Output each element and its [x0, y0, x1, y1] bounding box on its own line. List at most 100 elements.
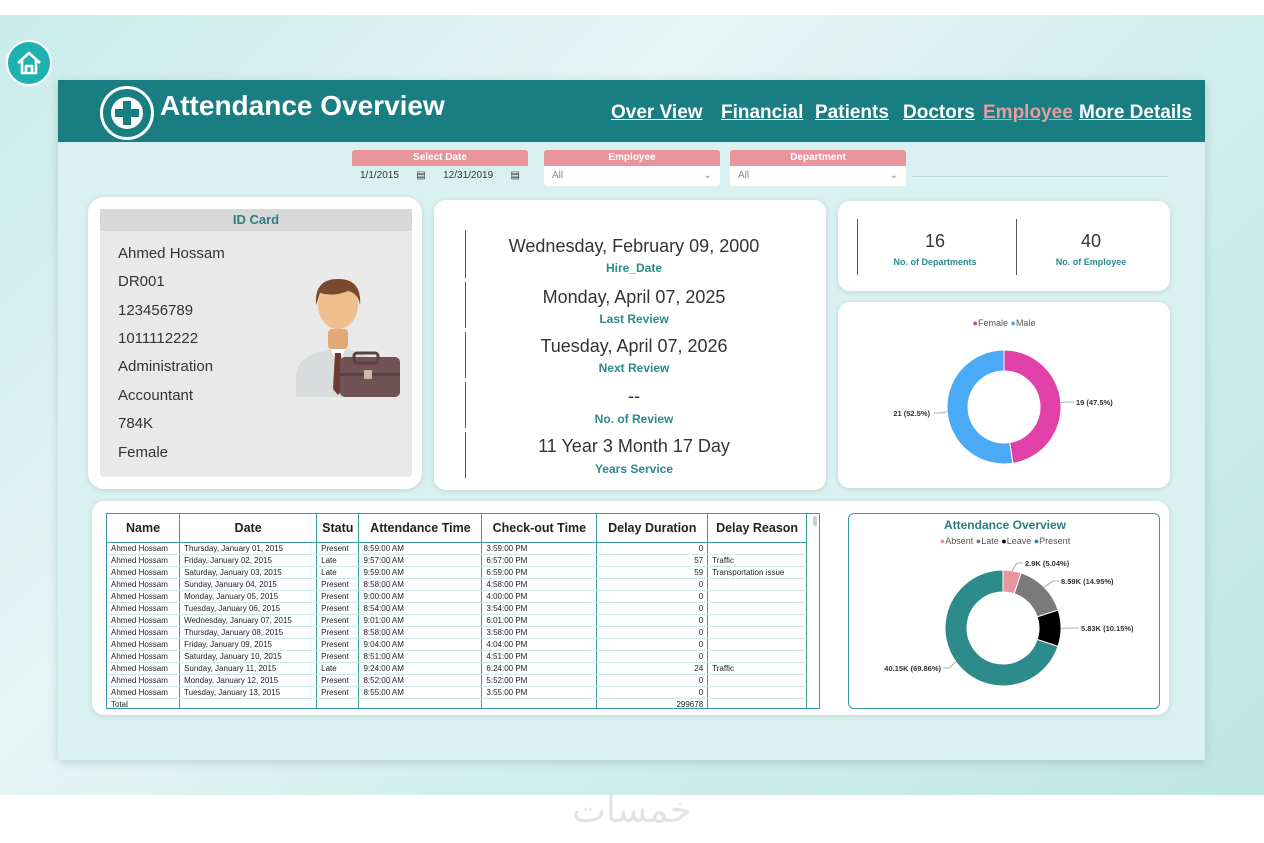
- id-phone: 1011112222: [118, 330, 199, 347]
- table-cell: [707, 590, 807, 603]
- table-row[interactable]: Ahmed Hossam Friday, January 09, 2015 Pres…: [107, 638, 807, 651]
- table-row[interactable]: Ahmed Hossam Wednesday, January 07, 2015 P…: [107, 614, 807, 627]
- nav-doctors[interactable]: Doctors: [903, 102, 975, 123]
- divider: [1016, 219, 1017, 275]
- table-scrollbar[interactable]: [813, 516, 817, 526]
- table-cell: 8:59:00 AM: [358, 542, 483, 555]
- employee-avatar-icon: [296, 279, 400, 397]
- table-cell: 4:58:00 PM: [481, 578, 598, 591]
- attendance-table[interactable]: Name Date Statu Attendance Time Check-out Ti…: [106, 513, 820, 709]
- table-cell: [707, 638, 807, 651]
- data-label: 21 (52.5%): [893, 409, 930, 418]
- column-header[interactable]: Delay Reason: [707, 514, 807, 543]
- id-card-title: ID Card: [100, 209, 412, 231]
- table-cell: [707, 602, 807, 615]
- id-salary: 784K: [118, 415, 154, 432]
- id-code: DR001: [118, 273, 165, 290]
- id-gender: Female: [118, 444, 169, 461]
- table-row[interactable]: Ahmed Hossam Tuesday, January 06, 2015 Pre…: [107, 602, 807, 615]
- data-label: 2.9K (5.04%): [1025, 559, 1070, 568]
- divider: [465, 332, 466, 378]
- years-service-label: Years Service: [594, 462, 674, 476]
- legend-male: Male: [1015, 318, 1036, 328]
- table-cell: 0: [596, 542, 709, 555]
- slice-present[interactable]: [944, 569, 1059, 687]
- table-cell: [481, 698, 598, 708]
- nav-financial[interactable]: Financial: [721, 102, 804, 123]
- nav-employee[interactable]: Employee: [983, 102, 1073, 123]
- table-cell: [707, 578, 807, 591]
- table-row[interactable]: Ahmed Hossam Tuesday, January 13, 2015 Pre…: [107, 686, 807, 699]
- slice-male[interactable]: [946, 349, 1014, 465]
- nav-over-view[interactable]: Over View: [611, 102, 703, 123]
- data-label: 40.15K (69.86%): [884, 664, 941, 673]
- table-cell: Ahmed Hossam: [107, 578, 181, 591]
- hire-date-value: Wednesday, February 09, 2000: [508, 236, 760, 256]
- chevron-down-icon[interactable]: ⌄: [889, 170, 898, 181]
- attendance-legend: ●Absent ●Late ●Leave ●Present: [939, 536, 1071, 546]
- table-cell: 6:57:00 PM: [481, 554, 598, 567]
- department-slicer[interactable]: Department All ⌄: [730, 150, 906, 186]
- table-cell: 9:04:00 AM: [358, 638, 483, 651]
- divider: [857, 219, 858, 275]
- table-row[interactable]: Ahmed Hossam Friday, January 02, 2015 Late…: [107, 554, 807, 567]
- divider: [465, 230, 466, 278]
- slice-late[interactable]: [1013, 572, 1059, 618]
- legend-late: Late: [981, 536, 999, 546]
- table-total-row: Total 299678: [107, 698, 807, 708]
- table-cell: 8:54:00 AM: [358, 602, 483, 615]
- table-row[interactable]: Ahmed Hossam Saturday, January 10, 2015 Pr…: [107, 650, 807, 663]
- home-button[interactable]: [6, 40, 52, 86]
- table-cell: 0: [596, 638, 709, 651]
- home-icon: [17, 51, 41, 75]
- legend-present: Present: [1039, 536, 1071, 546]
- attendance-overview-chart-panel: Attendance Overview ●Absent ●Late ●Leave…: [848, 513, 1160, 709]
- table-row[interactable]: Ahmed Hossam Sunday, January 04, 2015 Pres…: [107, 578, 807, 591]
- gender-donut-chart: 19 (47.5%) 21 (52.5%): [893, 349, 1113, 465]
- leader-line: [943, 661, 957, 669]
- date-slicer[interactable]: Select Date 1/1/2015 ▤ 12/31/2019 ▤: [352, 150, 528, 186]
- slice-female[interactable]: [1003, 349, 1062, 464]
- department-slicer-label: Department: [730, 150, 906, 166]
- calendar-icon[interactable]: ▤: [416, 170, 426, 181]
- hire-date-label: Hire_Date: [605, 261, 663, 275]
- column-header[interactable]: Date: [179, 514, 318, 543]
- nav-more-details[interactable]: More Details: [1079, 102, 1192, 123]
- start-date[interactable]: 1/1/2015: [360, 170, 399, 181]
- table-row[interactable]: Ahmed Hossam Monday, January 05, 2015 Pres…: [107, 590, 807, 603]
- employee-slicer-label: Employee: [544, 150, 720, 166]
- table-cell: 6:59:00 PM: [481, 566, 598, 579]
- table-cell: Friday, January 02, 2015: [179, 554, 318, 567]
- legend-leave: Leave: [1006, 536, 1032, 546]
- table-row[interactable]: Ahmed Hossam Monday, January 12, 2015 Pres…: [107, 674, 807, 687]
- date-slicer-label: Select Date: [352, 150, 528, 166]
- header-bar: Attendance Overview Over View Financial …: [58, 80, 1205, 142]
- next-review-label: Next Review: [598, 361, 670, 375]
- table-cell: Present: [316, 542, 360, 555]
- column-header[interactable]: Check-out Time: [481, 514, 598, 543]
- column-header[interactable]: Attendance Time: [358, 514, 483, 543]
- table-cell: Present: [316, 602, 360, 615]
- table-cell: Ahmed Hossam: [107, 614, 181, 627]
- nav-patients[interactable]: Patients: [815, 102, 889, 123]
- table-cell: Ahmed Hossam: [107, 662, 181, 675]
- table-cell: Ahmed Hossam: [107, 638, 181, 651]
- calendar-icon[interactable]: ▤: [510, 170, 520, 181]
- column-header[interactable]: Statu: [316, 514, 360, 543]
- table-row[interactable]: Ahmed Hossam Thursday, January 01, 2015 Pr…: [107, 542, 807, 555]
- table-row[interactable]: Ahmed Hossam Sunday, January 11, 2015 Late…: [107, 662, 807, 675]
- table-cell: Tuesday, January 13, 2015: [179, 686, 318, 699]
- table-row[interactable]: Ahmed Hossam Thursday, January 08, 2015 Pr…: [107, 626, 807, 639]
- data-label: 5.83K (10.15%): [1081, 624, 1134, 633]
- table-cell: 0: [596, 590, 709, 603]
- column-header[interactable]: Name: [107, 514, 181, 543]
- end-date[interactable]: 12/31/2019: [443, 170, 494, 181]
- employee-slicer[interactable]: Employee All ⌄: [544, 150, 720, 186]
- chevron-down-icon[interactable]: ⌄: [703, 170, 712, 181]
- attendance-donut-chart: 2.9K (5.04%) 8.59K (14.95%) 5.83K (10.15%)…: [884, 559, 1134, 687]
- table-cell: Ahmed Hossam: [107, 626, 181, 639]
- table-row[interactable]: Ahmed Hossam Saturday, January 03, 2015 La…: [107, 566, 807, 579]
- table-cell: 59: [596, 566, 709, 579]
- table-cell: 4:00:00 PM: [481, 590, 598, 603]
- column-header[interactable]: Delay Duration: [596, 514, 709, 543]
